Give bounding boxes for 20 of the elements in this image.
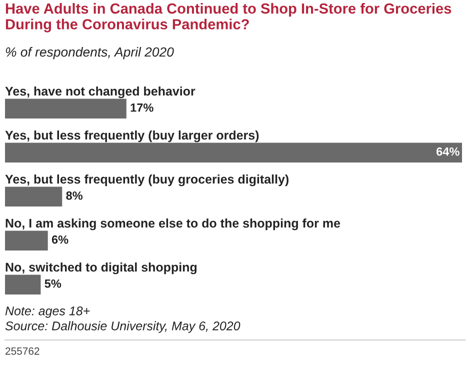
bar — [5, 230, 48, 250]
y-tick-label: Yes, but less frequently (buy groceries digitally) — [5, 174, 288, 186]
data-label: 6% — [52, 235, 68, 244]
y-tick-label: No, I am asking someone else to do the shopping for me — [6, 218, 340, 230]
y-tick-label: Yes, but less frequently (buy larger orders) — [5, 130, 259, 142]
source-note: Source: Dalhousie University, May 6, 2020 — [5, 321, 240, 333]
text: 255762 — [6, 347, 40, 355]
chart-title: Have Adults in Canada Continued to Shop In-Store for Groceries During the Coronavirus Pandemic? — [6, 3, 452, 32]
y-tick-label: Yes, have not changed behavior — [5, 86, 196, 98]
bar — [5, 98, 126, 118]
bar — [5, 186, 62, 206]
data-label: 8% — [66, 191, 83, 200]
text: Note: ages 18+ — [5, 306, 90, 318]
data-label: 17% — [130, 103, 154, 112]
data-label: 64% — [436, 147, 460, 156]
data-label: 5% — [44, 279, 62, 288]
y-tick-label: No, switched to digital shopping — [6, 262, 197, 274]
bar — [5, 274, 41, 294]
chart-subtitle: % of respondents, April 2020 — [6, 47, 174, 60]
bar — [5, 142, 462, 162]
